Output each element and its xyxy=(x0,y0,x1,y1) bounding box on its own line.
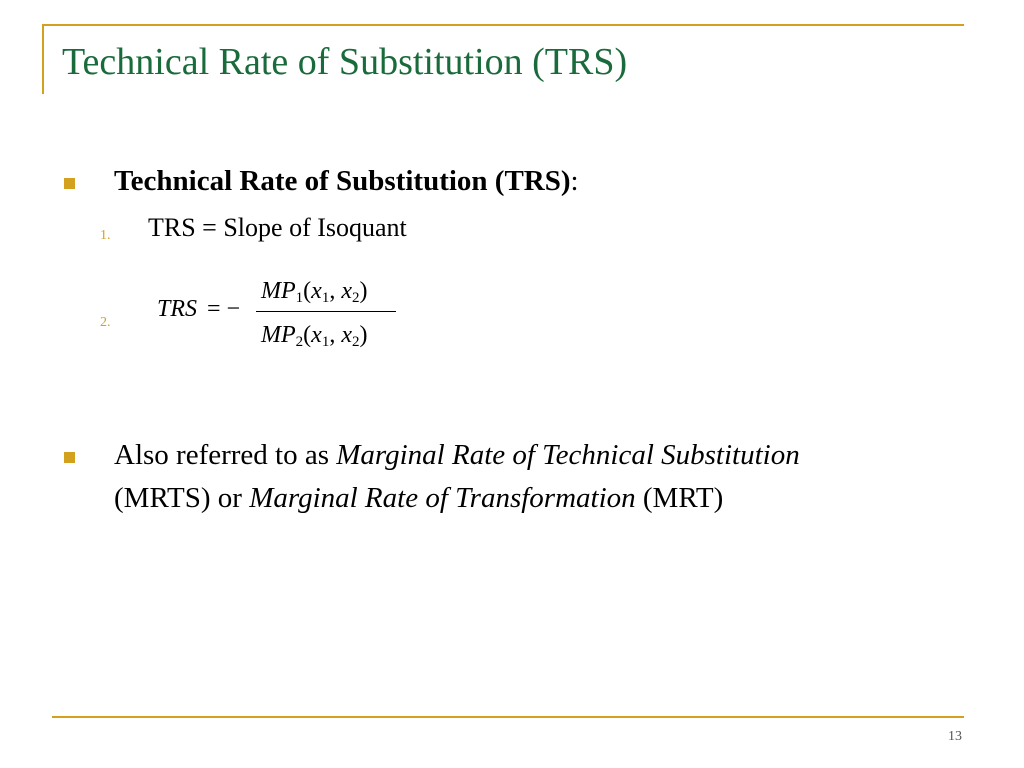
equation-numerator: MP1(x1, x2) xyxy=(261,278,368,306)
fraction-bar xyxy=(256,311,396,312)
bullet-square-icon xyxy=(64,452,75,463)
trs-equation: TRS = − MP1(x1, x2) MP2(x1, x2) xyxy=(157,278,417,358)
list-number-1: 1. xyxy=(100,228,111,243)
list-number-2: 2. xyxy=(100,315,111,330)
equation-lhs: TRS xyxy=(157,296,198,322)
term-mrt: Marginal Rate of Transformation xyxy=(249,482,636,514)
bullet-1-heading: Technical Rate of Substitution (TRS) xyxy=(114,165,571,197)
term-mrts: Marginal Rate of Technical Substitution xyxy=(336,439,800,471)
bullet-2-line-2: (MRTS) or Marginal Rate of Transformatio… xyxy=(114,482,724,514)
bullet-2-line-1: Also referred to as Marginal Rate of Tec… xyxy=(114,439,800,471)
slide-title: Technical Rate of Substitution (TRS) xyxy=(62,41,628,83)
bullet-square-icon xyxy=(64,178,75,189)
list-item-1-text: TRS = Slope of Isoquant xyxy=(148,213,407,242)
bullet-1-suffix: : xyxy=(570,165,579,197)
title-frame-left-rule xyxy=(42,24,44,94)
title-frame-top-rule xyxy=(42,24,964,26)
footer-rule xyxy=(52,716,964,718)
equation-operator: = − xyxy=(207,296,241,322)
bullet-1-text: Technical Rate of Substitution (TRS): xyxy=(114,164,579,198)
page-number: 13 xyxy=(948,729,962,744)
equation-denominator: MP2(x1, x2) xyxy=(261,322,368,350)
